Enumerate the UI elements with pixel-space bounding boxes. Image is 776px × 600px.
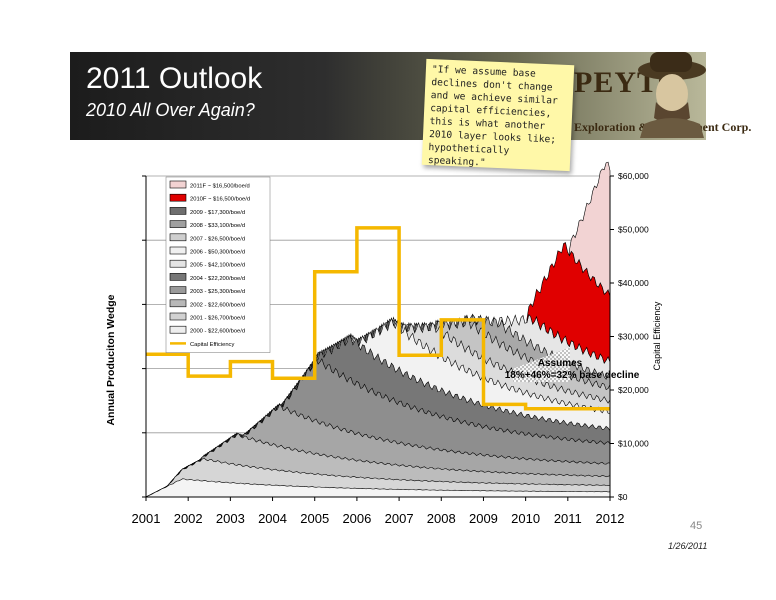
x-tick-label: 2011 [554,511,582,526]
legend-entry: 2011F ~ $16,500/boe/d [190,184,250,190]
legend-entry: 2005 - $42,100/boe/d [190,263,245,269]
x-tick-label: 2001 [132,511,161,526]
legend-entry: 2004 - $22,200/boe/d [190,276,245,282]
legend-entry: 2010F ~ $16,500/boe/d [190,197,250,203]
legend-swatch [169,312,187,321]
right-tick-label: $10,000 [618,439,649,449]
x-tick-label: 2002 [174,511,203,526]
legend-swatch [169,273,187,281]
right-tick-label: $60,000 [618,171,649,181]
x-tick-label: 2004 [258,511,287,526]
right-tick-label: $40,000 [618,278,649,288]
right-tick-label: $20,000 [618,385,649,395]
right-tick-label: $30,000 [618,332,649,342]
decline-hatch [512,347,570,382]
legend-entry: Capital Efficiency [190,342,234,348]
capital-efficiency-series [146,226,610,411]
production-wedges [145,313,611,498]
legend-swatch [169,246,187,255]
x-tick-label: 2009 [469,511,498,526]
legend-swatch [169,325,187,334]
production-wedge [145,478,611,498]
right-tick-label: $50,000 [618,225,649,235]
legend-entry: 2000 - $22,600/boe/d [190,329,245,335]
legend-entry: 2002 - $22,600/boe/d [190,302,245,308]
legend-swatch [169,299,187,308]
chart-legend: 2011F ~ $16,500/boe/d 2010F ~ $16,500/boe… [165,176,271,353]
slide-subtitle: 2010 All Over Again? [86,100,255,120]
slide-number: 45 [690,520,703,532]
legend-entry: 2008 - $33,100/boe/d [190,223,245,229]
x-tick-label: 2006 [342,511,371,526]
x-tick-label: 2007 [385,511,414,526]
x-tick-label: 2008 [427,511,456,526]
legend-entry: 2001 - $26,700/boe/d [190,316,245,322]
left-axis-label: Annual Produciton Wedge [105,294,117,425]
legend-entry: 2009 - $17,300/boe/d [190,210,245,216]
x-tick-label: 2005 [300,511,329,526]
legend-swatch [169,193,187,202]
x-axis-tick-labels: 2001 2002 2003 2004 2005 2006 2007 2008 2009 2010… [132,497,625,526]
legend-entry: 2006 - $50,300/boe/d [190,250,245,256]
legend-swatch [169,286,187,294]
legend-swatch [169,220,187,228]
x-tick-label: 2012 [596,511,625,526]
assumed-decline-region [512,347,570,382]
annotation-line-2: 18%+46%=32% base decline [505,370,640,381]
slide-title: 2011 Outlook [86,62,263,95]
legend-swatch [169,207,187,215]
title-banner [70,52,706,140]
right-axis-tick-labels: $0 $10,000 $20,000 $30,000 $40,000 $50,000 $60… [610,171,649,502]
right-axis-label: Capital Efficiency [652,301,662,370]
slide-date: 1/26/2011 [668,541,708,551]
x-tick-label: 2010 [511,511,540,526]
legend-entry: 2003 - $25,300/boe/d [190,289,245,295]
right-tick-label: $0 [618,492,628,502]
capital-efficiency-line [146,226,610,411]
legend-swatch [169,259,187,268]
legend-entry: 2007 - $26,500/boe/d [190,236,245,242]
legend-swatch [169,180,187,189]
legend-swatch [169,233,187,242]
annotation-line-1: Assumes [538,358,583,369]
x-tick-label: 2003 [216,511,245,526]
